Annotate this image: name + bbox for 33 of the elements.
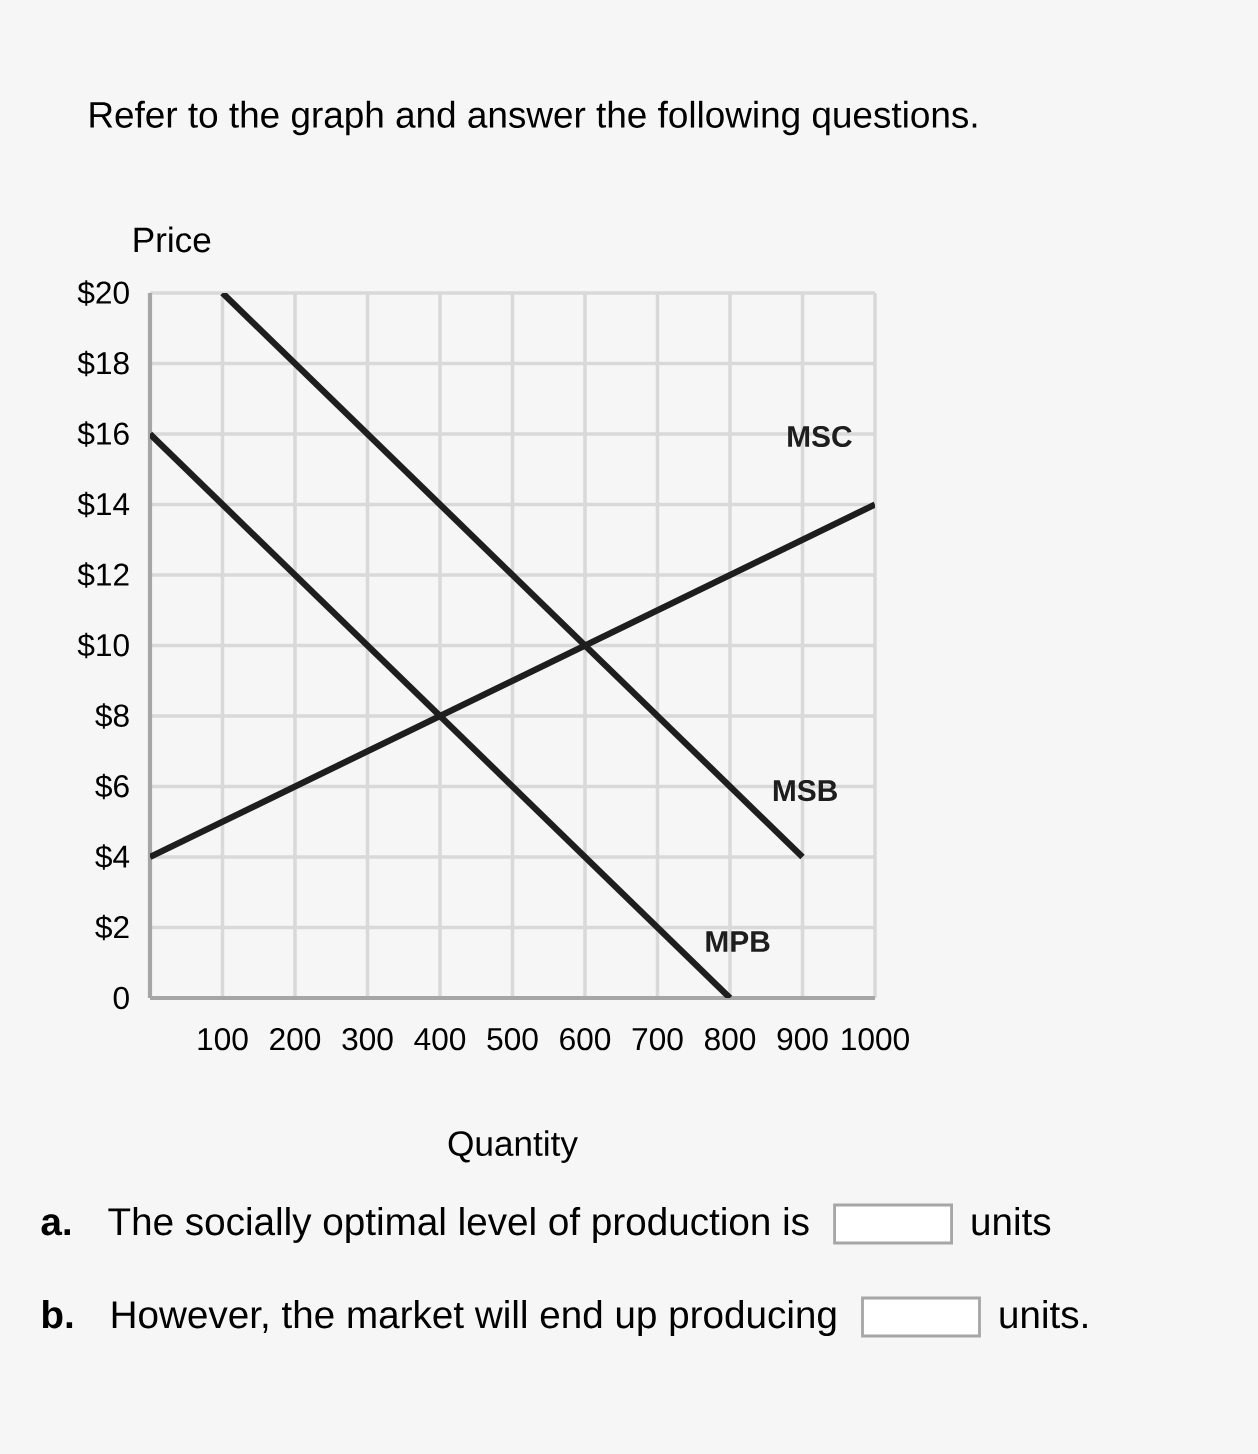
y-tick-label: $12 (77, 562, 129, 588)
y-tick-label: $8 (95, 703, 129, 729)
series-label: MPB (706, 931, 770, 952)
y-tick-label: $14 (77, 491, 130, 518)
y-tick-label: $2 (95, 914, 129, 941)
x-tick-label: 1000 (842, 1027, 909, 1051)
text: units (972, 1206, 1051, 1236)
x-tick-label: 300 (342, 1027, 393, 1051)
x-tick-label: 400 (414, 1027, 466, 1051)
y-tick-label: 0 (113, 986, 129, 1010)
y-tick-label: $16 (77, 421, 129, 447)
x-tick-label: 600 (560, 1027, 611, 1051)
y-tick-label: $4 (95, 844, 130, 870)
text: a. (41, 1214, 70, 1236)
y-axis-title: Price (134, 226, 211, 253)
x-tick-label: 700 (632, 1027, 683, 1051)
x-tick-label: 900 (777, 1027, 828, 1051)
y-tick-label: $18 (77, 350, 129, 377)
x-axis-title: Quantity (448, 1130, 578, 1164)
text: However, the market will end up producing (112, 1299, 836, 1336)
x-tick-label: 200 (270, 1027, 321, 1051)
text: The socially optimal level of production is (108, 1206, 809, 1243)
y-tick-label: $10 (77, 632, 129, 659)
text: units. (1000, 1299, 1087, 1329)
y-tick-label: $20 (77, 280, 129, 306)
series-label: MSB (773, 780, 837, 802)
y-tick-label: $6 (95, 773, 129, 800)
text: b. (42, 1299, 73, 1329)
x-tick-label: 100 (198, 1027, 248, 1051)
text: MSC (788, 425, 852, 448)
x-tick-label: 500 (487, 1027, 538, 1051)
chart-title: Refer to the graph and answer the following questions. (90, 100, 977, 136)
x-tick-label: 800 (704, 1027, 756, 1051)
